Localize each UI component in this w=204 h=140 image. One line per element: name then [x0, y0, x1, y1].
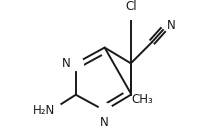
- Text: H₂N: H₂N: [33, 104, 55, 117]
- Text: CH₃: CH₃: [132, 94, 153, 107]
- Text: N: N: [167, 19, 176, 32]
- Text: N: N: [100, 116, 109, 129]
- Text: Cl: Cl: [125, 0, 137, 13]
- Text: N: N: [62, 57, 71, 70]
